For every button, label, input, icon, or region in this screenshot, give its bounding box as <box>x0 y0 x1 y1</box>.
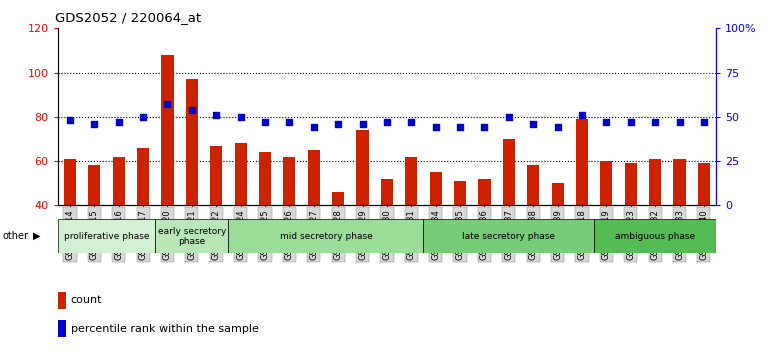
Bar <box>112 156 125 205</box>
Bar <box>594 219 716 253</box>
Bar <box>137 148 149 205</box>
Point <box>405 119 417 125</box>
Bar <box>601 161 612 205</box>
Bar <box>478 179 490 205</box>
Bar <box>430 172 442 205</box>
Point <box>478 125 490 130</box>
Point <box>624 119 637 125</box>
Point <box>551 125 564 130</box>
Bar <box>381 179 393 205</box>
Point <box>210 112 223 118</box>
Point <box>576 112 588 118</box>
Bar <box>210 145 223 205</box>
Point <box>259 119 271 125</box>
Bar <box>503 139 515 205</box>
Point <box>430 125 442 130</box>
Bar <box>89 166 100 205</box>
Point <box>673 119 685 125</box>
Bar <box>454 181 466 205</box>
Point <box>698 119 710 125</box>
Text: mid secretory phase: mid secretory phase <box>280 232 373 241</box>
Text: GDS2052 / 220064_at: GDS2052 / 220064_at <box>55 11 202 24</box>
Bar <box>58 320 66 337</box>
Bar <box>64 159 76 205</box>
Text: other: other <box>2 231 28 241</box>
Bar <box>698 163 710 205</box>
Text: percentile rank within the sample: percentile rank within the sample <box>71 324 259 333</box>
Bar <box>332 192 344 205</box>
Bar <box>58 219 156 253</box>
Text: late secretory phase: late secretory phase <box>462 232 555 241</box>
Bar <box>58 292 66 309</box>
Bar <box>162 55 173 205</box>
Point <box>161 102 173 107</box>
Bar <box>156 219 229 253</box>
Point <box>380 119 393 125</box>
Bar <box>186 79 198 205</box>
Point <box>332 121 344 127</box>
Point <box>283 119 296 125</box>
Point <box>527 121 539 127</box>
Point <box>601 119 613 125</box>
Bar <box>424 219 594 253</box>
Text: early secretory
phase: early secretory phase <box>158 227 226 246</box>
Text: ▶: ▶ <box>33 231 41 241</box>
Bar <box>576 119 588 205</box>
Bar <box>674 159 685 205</box>
Point <box>186 107 198 113</box>
Point <box>649 119 661 125</box>
Point <box>454 125 466 130</box>
Bar <box>551 183 564 205</box>
Bar <box>405 156 417 205</box>
Point <box>503 114 515 120</box>
Point <box>234 114 246 120</box>
Bar <box>229 219 424 253</box>
Bar <box>235 143 246 205</box>
Point <box>112 119 125 125</box>
Text: count: count <box>71 295 102 305</box>
Bar <box>357 130 369 205</box>
Point <box>357 121 369 127</box>
Point <box>64 118 76 123</box>
Bar <box>283 156 296 205</box>
Bar <box>649 159 661 205</box>
Bar <box>308 150 320 205</box>
Bar <box>624 163 637 205</box>
Text: ambiguous phase: ambiguous phase <box>615 232 695 241</box>
Text: proliferative phase: proliferative phase <box>64 232 149 241</box>
Bar <box>259 152 271 205</box>
Point <box>88 121 100 127</box>
Point <box>307 125 320 130</box>
Point <box>137 114 149 120</box>
Bar <box>527 166 539 205</box>
